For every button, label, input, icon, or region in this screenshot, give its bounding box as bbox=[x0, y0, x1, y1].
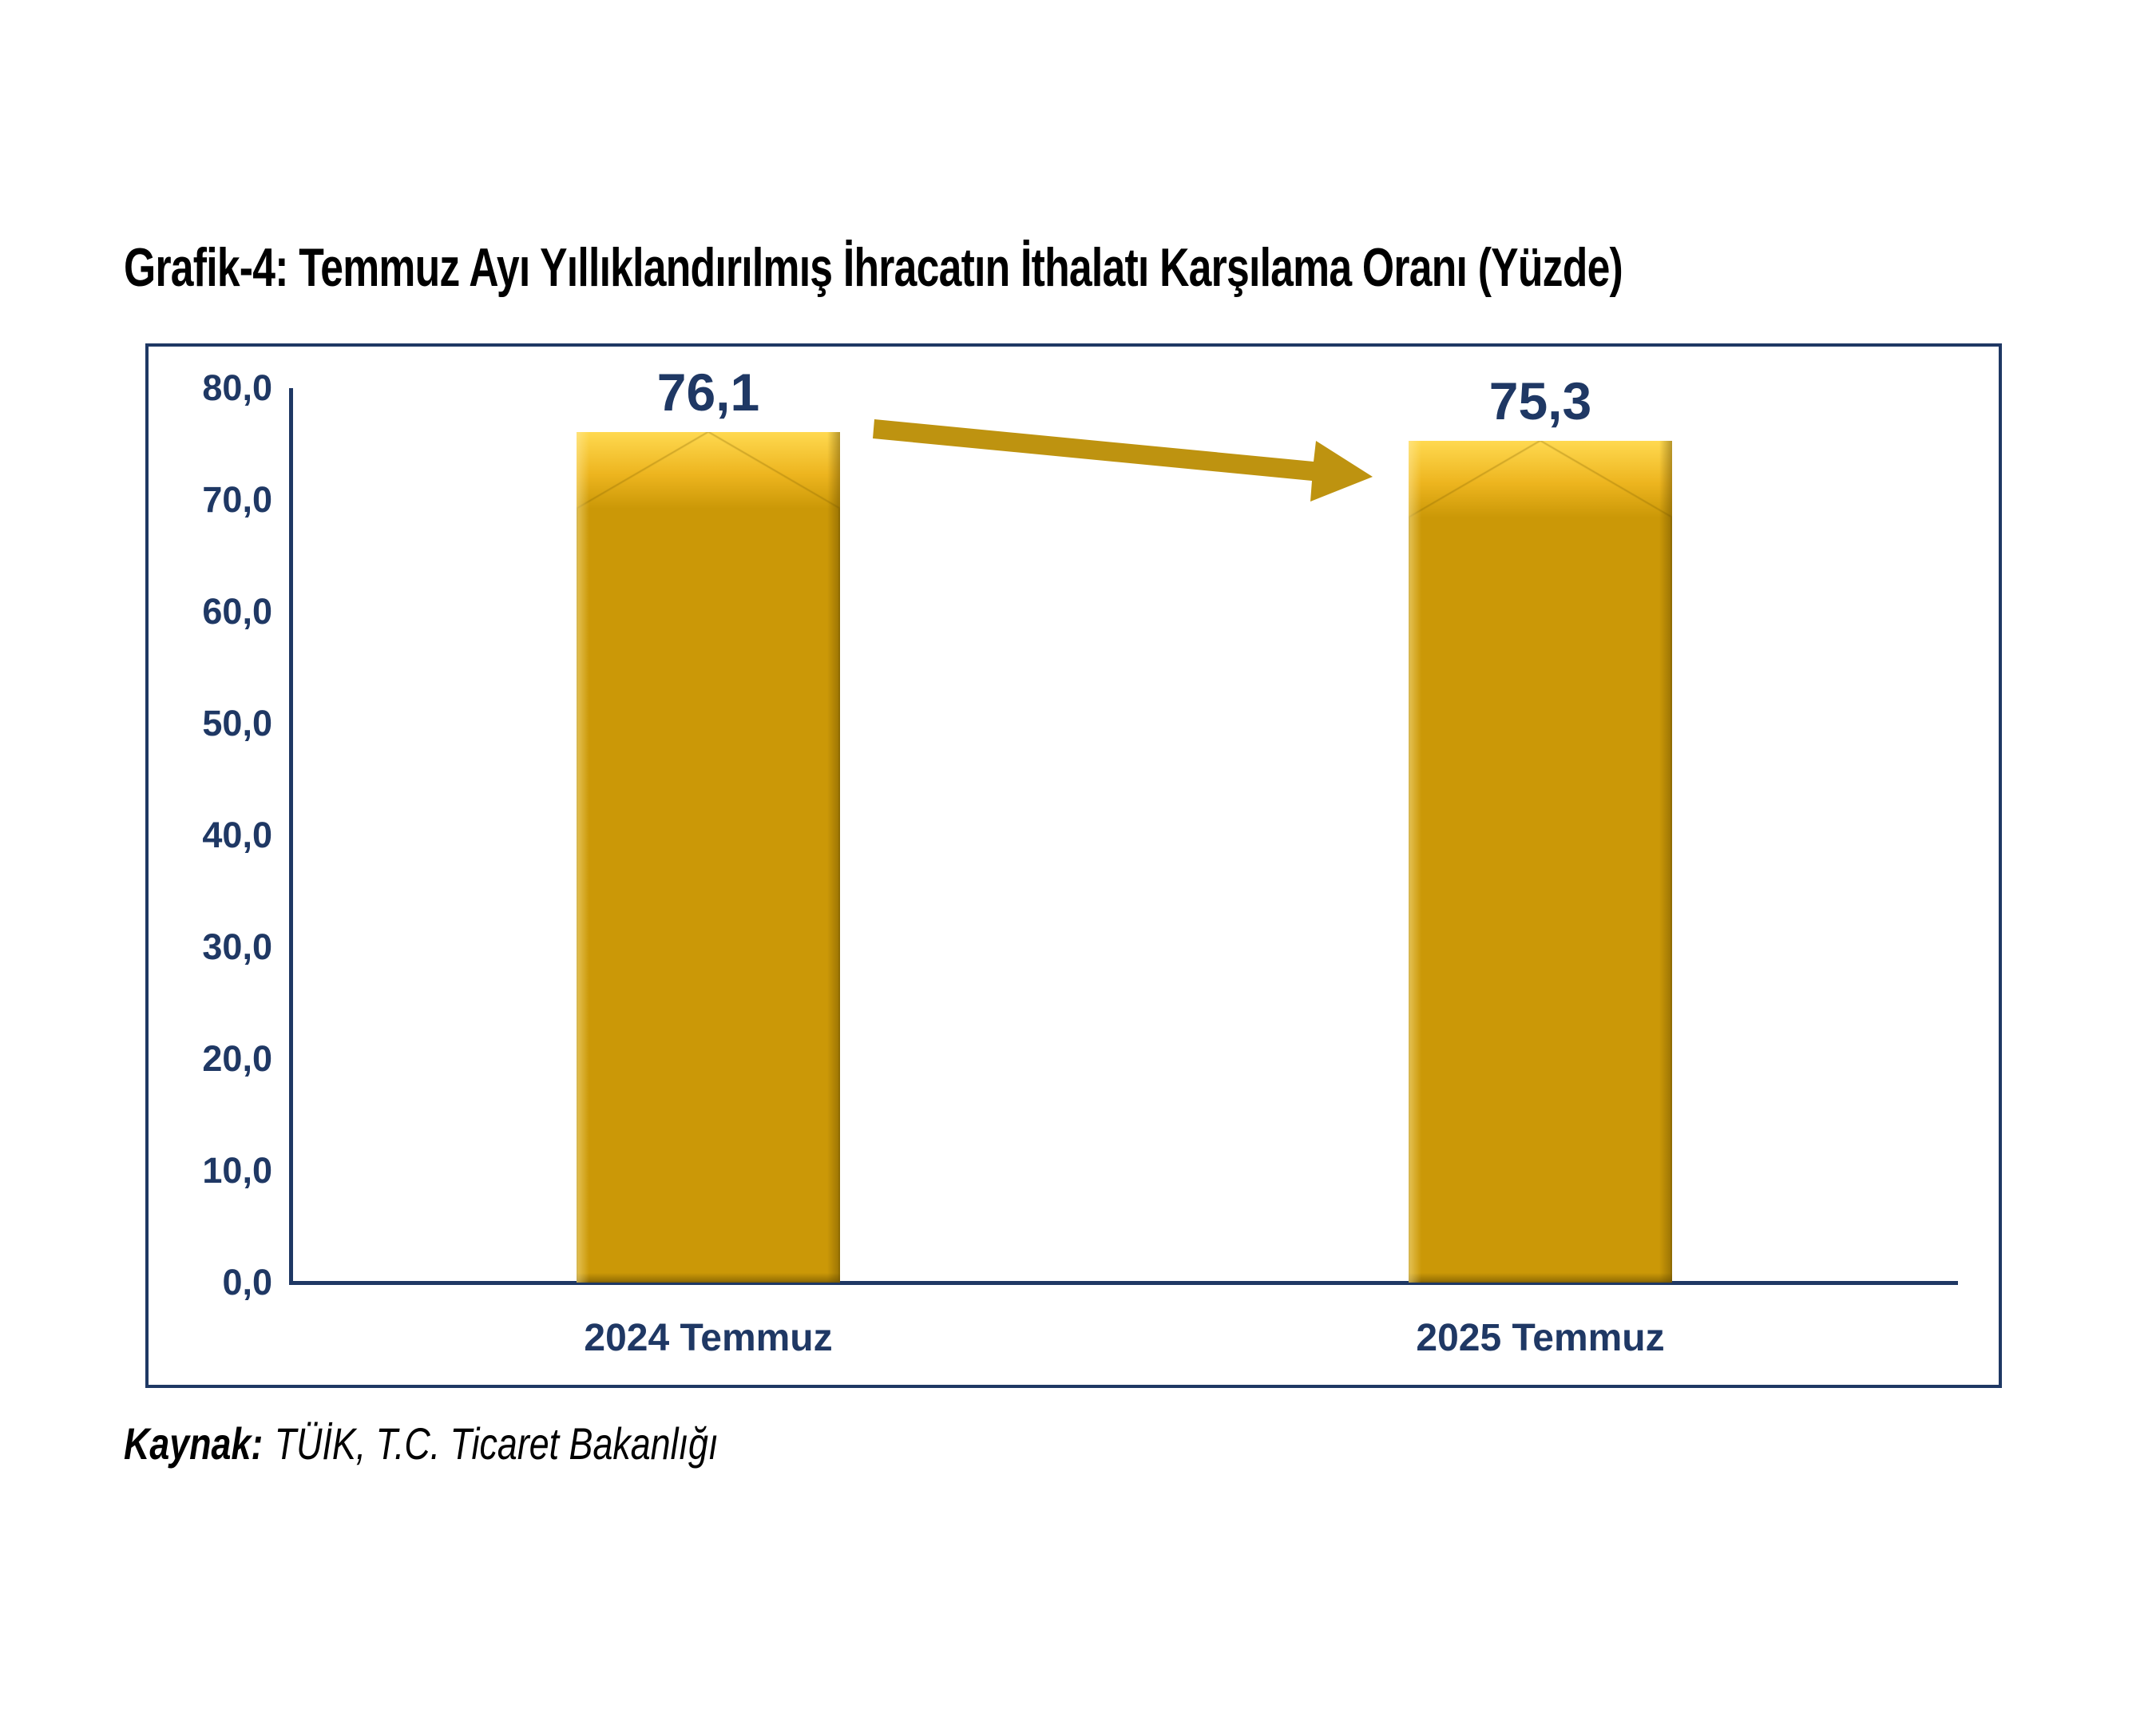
x-axis-category-label: 2024 Temmuz bbox=[584, 1317, 833, 1359]
y-axis-tick-label: 60,0 bbox=[202, 591, 272, 632]
y-axis-tick-label: 0,0 bbox=[222, 1262, 272, 1303]
y-axis-tick-label: 10,0 bbox=[202, 1150, 272, 1191]
trend-arrow-icon bbox=[873, 419, 1373, 502]
bar-value-label: 75,3 bbox=[1488, 371, 1592, 430]
y-axis-tick-label: 40,0 bbox=[202, 815, 272, 855]
x-axis-line bbox=[289, 1281, 1958, 1285]
y-axis-tick-label: 30,0 bbox=[202, 926, 272, 967]
bar-2025-temmuz bbox=[1409, 441, 1672, 1283]
bar-2024-temmuz bbox=[577, 432, 840, 1283]
source-text: TÜİK, T.C. Ticaret Bakanlığı bbox=[274, 1418, 719, 1469]
chart-area: 80,0 70,0 60,0 50,0 40,0 30,0 20,0 10,0 0,0 76,1… bbox=[145, 343, 2002, 1388]
y-axis-tick-label: 20,0 bbox=[202, 1038, 272, 1079]
x-axis-category-label: 2025 Temmuz bbox=[1416, 1317, 1665, 1359]
y-axis-tick-label: 70,0 bbox=[202, 479, 272, 520]
source-label: Kaynak: bbox=[124, 1418, 264, 1469]
chart-title: Grafik-4: Temmuz Ayı Yıllıklandırılmış İ… bbox=[124, 237, 1623, 298]
bar-value-label: 76,1 bbox=[656, 363, 760, 422]
y-axis-tick-label: 80,0 bbox=[202, 367, 272, 408]
y-axis-tick-label: 50,0 bbox=[202, 703, 272, 744]
source-note: Kaynak: TÜİK, T.C. Ticaret Bakanlığı bbox=[124, 1418, 718, 1469]
y-axis-line bbox=[289, 388, 293, 1284]
